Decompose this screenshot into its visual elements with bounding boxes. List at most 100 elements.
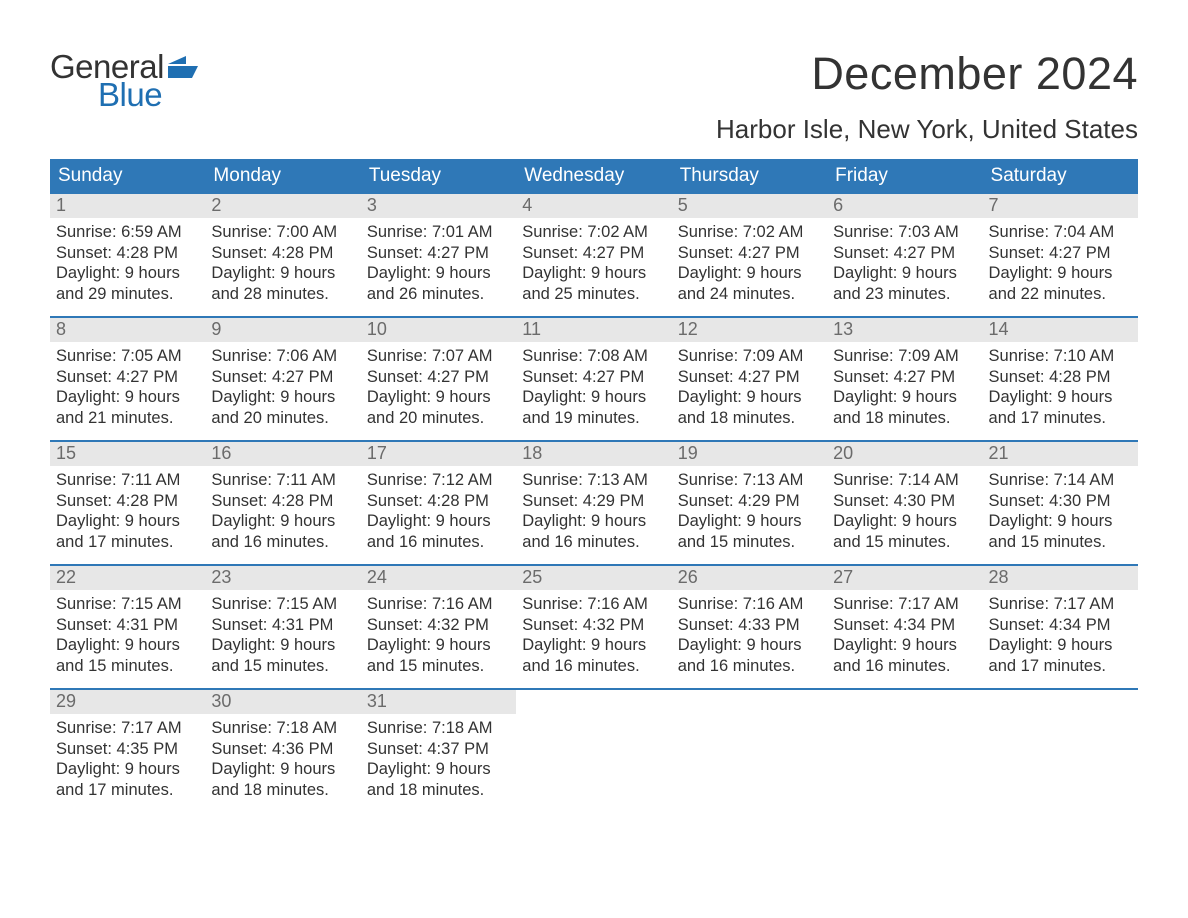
day-sunrise: Sunrise: 7:13 AM	[522, 470, 665, 491]
day-sunset: Sunset: 4:28 PM	[211, 491, 354, 512]
calendar-day: 16Sunrise: 7:11 AMSunset: 4:28 PMDayligh…	[205, 442, 360, 564]
calendar-day: 6Sunrise: 7:03 AMSunset: 4:27 PMDaylight…	[827, 194, 982, 316]
day-sunrise: Sunrise: 7:05 AM	[56, 346, 199, 367]
day-d1: Daylight: 9 hours	[522, 387, 665, 408]
day-sunrise: Sunrise: 7:13 AM	[678, 470, 821, 491]
dow-tuesday: Tuesday	[361, 159, 516, 194]
day-body: Sunrise: 7:07 AMSunset: 4:27 PMDaylight:…	[361, 342, 516, 435]
day-sunset: Sunset: 4:27 PM	[211, 367, 354, 388]
day-d2: and 29 minutes.	[56, 284, 199, 305]
calendar-day: 18Sunrise: 7:13 AMSunset: 4:29 PMDayligh…	[516, 442, 671, 564]
day-body: Sunrise: 7:08 AMSunset: 4:27 PMDaylight:…	[516, 342, 671, 435]
day-d1: Daylight: 9 hours	[211, 635, 354, 656]
day-sunset: Sunset: 4:27 PM	[989, 243, 1132, 264]
day-number: 17	[361, 442, 516, 466]
day-d1: Daylight: 9 hours	[56, 635, 199, 656]
day-sunrise: Sunrise: 7:01 AM	[367, 222, 510, 243]
day-d1: Daylight: 9 hours	[367, 511, 510, 532]
dow-sunday: Sunday	[50, 159, 205, 194]
day-d2: and 15 minutes.	[678, 532, 821, 553]
day-sunset: Sunset: 4:28 PM	[367, 491, 510, 512]
day-number: 18	[516, 442, 671, 466]
brand-logo: General Blue	[50, 48, 198, 114]
day-sunrise: Sunrise: 7:16 AM	[522, 594, 665, 615]
day-number: 14	[983, 318, 1138, 342]
day-d1: Daylight: 9 hours	[522, 635, 665, 656]
day-d2: and 24 minutes.	[678, 284, 821, 305]
day-number: 1	[50, 194, 205, 218]
day-body: Sunrise: 7:13 AMSunset: 4:29 PMDaylight:…	[672, 466, 827, 559]
calendar-week: 1Sunrise: 6:59 AMSunset: 4:28 PMDaylight…	[50, 194, 1138, 316]
day-d2: and 28 minutes.	[211, 284, 354, 305]
day-d1: Daylight: 9 hours	[367, 635, 510, 656]
day-sunrise: Sunrise: 7:17 AM	[56, 718, 199, 739]
day-sunset: Sunset: 4:32 PM	[522, 615, 665, 636]
brand-word2: Blue	[98, 76, 198, 114]
day-sunset: Sunset: 4:29 PM	[678, 491, 821, 512]
day-body: Sunrise: 7:13 AMSunset: 4:29 PMDaylight:…	[516, 466, 671, 559]
day-sunrise: Sunrise: 7:12 AM	[367, 470, 510, 491]
day-sunset: Sunset: 4:28 PM	[56, 243, 199, 264]
day-d1: Daylight: 9 hours	[211, 263, 354, 284]
calendar-week: 8 Sunrise: 7:05 AM Sunset: 4:27 PM Daylight…	[50, 316, 1138, 440]
day-number: 26	[672, 566, 827, 590]
calendar-day: 5Sunrise: 7:02 AMSunset: 4:27 PMDaylight…	[672, 194, 827, 316]
day-sunset: Sunset: 4:36 PM	[211, 739, 354, 760]
day-sunset: Sunset: 4:33 PM	[678, 615, 821, 636]
day-d1: Daylight: 9 hours	[56, 387, 199, 408]
day-sunrise: Sunrise: 7:02 AM	[522, 222, 665, 243]
day-d2: and 15 minutes.	[833, 532, 976, 553]
day-number: 27	[827, 566, 982, 590]
day-number: 21	[983, 442, 1138, 466]
day-d2: and 26 minutes.	[367, 284, 510, 305]
day-d1: Daylight: 9 hours	[833, 263, 976, 284]
day-d1: Daylight: 9 hours	[211, 511, 354, 532]
day-sunrise: Sunrise: 7:04 AM	[989, 222, 1132, 243]
day-d1: Daylight: 9 hours	[56, 759, 199, 780]
day-sunrise: Sunrise: 7:15 AM	[211, 594, 354, 615]
day-body: Sunrise: 7:16 AMSunset: 4:32 PMDaylight:…	[516, 590, 671, 683]
day-sunrise: Sunrise: 7:16 AM	[678, 594, 821, 615]
dow-monday: Monday	[205, 159, 360, 194]
calendar-day	[983, 690, 1138, 812]
day-d2: and 18 minutes.	[211, 780, 354, 801]
day-d1: Daylight: 9 hours	[367, 263, 510, 284]
day-d2: and 18 minutes.	[833, 408, 976, 429]
day-sunset: Sunset: 4:27 PM	[833, 367, 976, 388]
day-of-week-header: Sunday Monday Tuesday Wednesday Thursday…	[50, 159, 1138, 194]
day-number: 5	[672, 194, 827, 218]
day-sunrise: Sunrise: 7:08 AM	[522, 346, 665, 367]
day-d2: and 15 minutes.	[989, 532, 1132, 553]
day-d1: Daylight: 9 hours	[989, 387, 1132, 408]
day-d1: Daylight: 9 hours	[56, 511, 199, 532]
day-number: 15	[50, 442, 205, 466]
title-block: December 2024 Harbor Isle, New York, Uni…	[716, 48, 1138, 145]
day-number: 8	[50, 318, 205, 342]
day-body: Sunrise: 7:17 AMSunset: 4:34 PMDaylight:…	[827, 590, 982, 683]
day-sunset: Sunset: 4:30 PM	[989, 491, 1132, 512]
day-sunset: Sunset: 4:29 PM	[522, 491, 665, 512]
day-sunset: Sunset: 4:27 PM	[367, 243, 510, 264]
day-sunset: Sunset: 4:27 PM	[678, 367, 821, 388]
calendar-day: 17 Sunrise: 7:12 AMSunset: 4:28 PMDayligh…	[361, 442, 516, 564]
day-d2: and 20 minutes.	[367, 408, 510, 429]
calendar-day: 15Sunrise: 7:11 AMSunset: 4:28 PMDayligh…	[50, 442, 205, 564]
day-sunset: Sunset: 4:27 PM	[833, 243, 976, 264]
dow-thursday: Thursday	[672, 159, 827, 194]
day-sunrise: Sunrise: 7:16 AM	[367, 594, 510, 615]
calendar-day: 23Sunrise: 7:15 AMSunset: 4:31 PMDayligh…	[205, 566, 360, 688]
calendar-day: 31Sunrise: 7:18 AMSunset: 4:37 PMDayligh…	[361, 690, 516, 812]
day-body: Sunrise: 7:09 AMSunset: 4:27 PMDaylight:…	[672, 342, 827, 435]
calendar-week: 15Sunrise: 7:11 AMSunset: 4:28 PMDayligh…	[50, 440, 1138, 564]
calendar-day: 13Sunrise: 7:09 AMSunset: 4:27 PMDayligh…	[827, 318, 982, 440]
day-sunrise: Sunrise: 7:14 AM	[833, 470, 976, 491]
day-number: 23	[205, 566, 360, 590]
day-body: Sunrise: 7:11 AMSunset: 4:28 PMDaylight:…	[205, 466, 360, 559]
day-sunrise: Sunrise: 7:03 AM	[833, 222, 976, 243]
day-sunset: Sunset: 4:37 PM	[367, 739, 510, 760]
day-body: Sunrise: 7:02 AMSunset: 4:27 PMDaylight:…	[516, 218, 671, 311]
calendar-day: 30Sunrise: 7:18 AMSunset: 4:36 PMDayligh…	[205, 690, 360, 812]
day-d1: Daylight: 9 hours	[989, 511, 1132, 532]
day-d1: Daylight: 9 hours	[989, 263, 1132, 284]
calendar-day: 25Sunrise: 7:16 AMSunset: 4:32 PMDayligh…	[516, 566, 671, 688]
